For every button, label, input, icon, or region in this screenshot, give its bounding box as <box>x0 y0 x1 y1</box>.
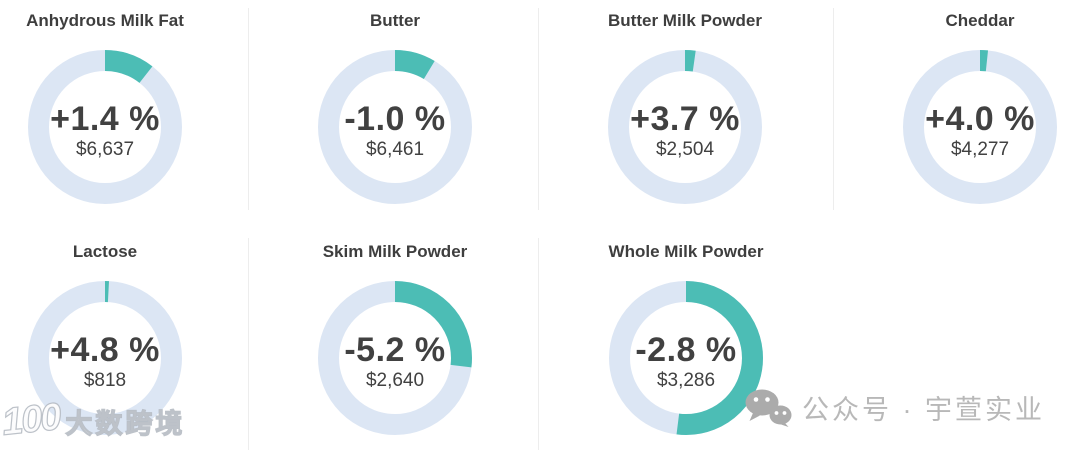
donut-arc <box>903 50 1057 204</box>
donut-svg <box>903 50 1057 204</box>
donut-chart: +4.8 % $818 <box>28 281 182 435</box>
donut-ring <box>318 50 472 204</box>
chart-tile-butter[interactable]: Butter -1.0 % $6,461 <box>265 10 525 204</box>
chart-title: Butter <box>369 11 421 30</box>
watermark-right-text: 公众号 · 宇萱实业 <box>802 395 1045 425</box>
donut-arc <box>609 281 763 435</box>
chart-title: Lactose <box>72 242 138 261</box>
donut-arc <box>318 281 472 435</box>
donut-ring <box>28 281 182 435</box>
chart-title: Whole Milk Powder <box>608 242 764 261</box>
column-divider <box>248 238 249 450</box>
chart-title: Anhydrous Milk Fat <box>26 11 184 30</box>
donut-ring <box>28 50 182 204</box>
column-divider <box>538 238 539 450</box>
chart-tile-whole-milk-powder[interactable]: Whole Milk Powder -2.8 % $3,286 <box>556 241 816 435</box>
donut-ring <box>608 50 762 204</box>
donut-ring <box>903 50 1057 204</box>
column-divider <box>248 8 249 210</box>
donut-arc <box>28 50 182 204</box>
donut-svg <box>28 281 182 435</box>
chart-tile-lactose[interactable]: Lactose +4.8 % $818 <box>0 241 235 435</box>
donut-chart: -1.0 % $6,461 <box>318 50 472 204</box>
column-divider <box>538 8 539 210</box>
donut-svg <box>318 281 472 435</box>
donut-arc <box>318 50 472 204</box>
donut-svg <box>608 50 762 204</box>
donut-chart: +3.7 % $2,504 <box>608 50 762 204</box>
donut-chart: +1.4 % $6,637 <box>28 50 182 204</box>
chart-title: Skim Milk Powder <box>322 242 468 261</box>
column-divider <box>833 8 834 210</box>
donut-chart: -2.8 % $3,286 <box>609 281 763 435</box>
donut-svg <box>318 50 472 204</box>
donut-svg <box>28 50 182 204</box>
chart-tile-anhydrous-milk-fat[interactable]: Anhydrous Milk Fat +1.4 % $6,637 <box>0 10 235 204</box>
chart-tile-butter-milk-powder[interactable]: Butter Milk Powder +3.7 % $2,504 <box>555 10 815 204</box>
chart-tile-cheddar[interactable]: Cheddar +4.0 % $4,277 <box>850 10 1080 204</box>
donut-chart: -5.2 % $2,640 <box>318 281 472 435</box>
chart-tile-skim-milk-powder[interactable]: Skim Milk Powder -5.2 % $2,640 <box>265 241 525 435</box>
donut-chart: +4.0 % $4,277 <box>903 50 1057 204</box>
donut-arc <box>28 281 182 435</box>
chart-title: Butter Milk Powder <box>608 11 762 30</box>
donut-arc <box>608 50 762 204</box>
donut-svg <box>609 281 763 435</box>
chart-title: Cheddar <box>945 11 1015 30</box>
